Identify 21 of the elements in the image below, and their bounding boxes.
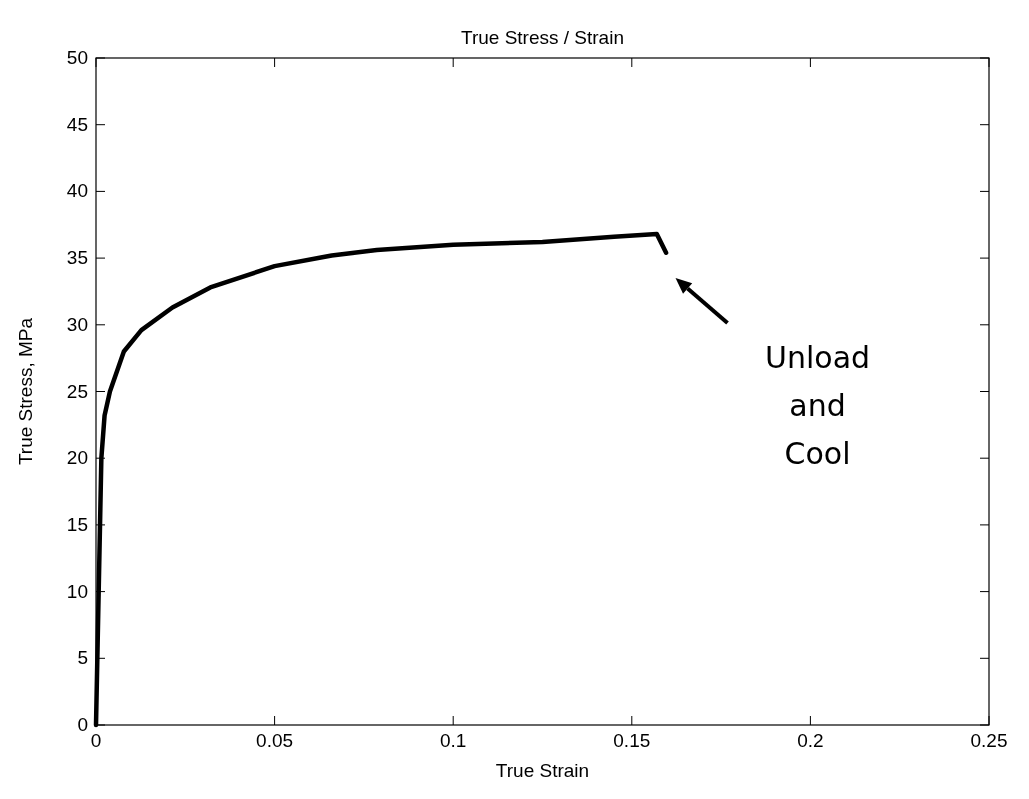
y-tick-label: 30 xyxy=(66,313,88,335)
y-tick-label: 0 xyxy=(77,714,88,735)
y-tick-label: 10 xyxy=(66,580,88,602)
x-tick-label: 0.15 xyxy=(613,730,651,751)
y-axis-title: True Stress, MPa xyxy=(15,317,36,466)
y-tick-label: 50 xyxy=(66,47,88,68)
y-tick-label: 35 xyxy=(66,247,88,269)
annotation: Unload and Cool xyxy=(764,340,871,472)
y-tick-label: 40 xyxy=(66,180,88,202)
y-tick-label: 25 xyxy=(66,380,88,402)
x-tick-label: 0.25 xyxy=(970,730,1008,751)
y-tick-label: 45 xyxy=(66,113,88,135)
y-tick-label: 20 xyxy=(66,447,88,469)
y-tick-label: 5 xyxy=(77,647,88,669)
x-tick-label: 0.2 xyxy=(797,730,824,751)
x-axis-title: True Strain xyxy=(495,760,590,781)
x-tick-label: 0.05 xyxy=(256,730,294,751)
x-tick-label: 0.1 xyxy=(439,730,467,751)
chart-title: True Stress / Strain xyxy=(461,27,624,48)
y-tick-label: 15 xyxy=(66,513,88,535)
x-tick-label: 0 xyxy=(90,730,102,751)
